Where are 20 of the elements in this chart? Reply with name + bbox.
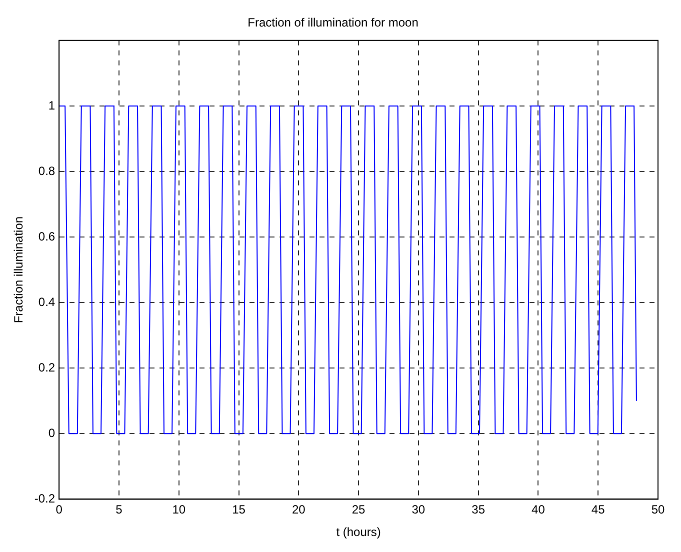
x-tick-label: 40 xyxy=(532,502,546,517)
y-tick-label: 0.4 xyxy=(38,294,56,309)
x-tick-label: 20 xyxy=(292,502,306,517)
x-tick-label: 45 xyxy=(591,502,606,517)
x-tick-label: 30 xyxy=(412,502,426,517)
x-tick-label: 25 xyxy=(352,502,366,517)
x-tick-label: 50 xyxy=(651,502,665,517)
chart-title: Fraction of illumination for moon xyxy=(248,16,418,30)
y-tick-label: 1 xyxy=(48,98,56,112)
y-axis-title: Fraction illumination xyxy=(12,216,26,324)
y-tick-label: 0.8 xyxy=(38,164,56,178)
y-tick-label: -0.2 xyxy=(34,492,56,506)
x-tick-label: 5 xyxy=(116,502,123,517)
x-tick-label: 15 xyxy=(232,502,246,517)
y-tick-label: 0.6 xyxy=(38,229,56,244)
x-axis-title: t (hours) xyxy=(336,525,381,540)
x-tick-label: 10 xyxy=(172,502,186,517)
x-tick-label: 35 xyxy=(472,502,486,517)
y-tick-label: 0 xyxy=(48,426,56,440)
y-tick-label: 0.2 xyxy=(38,360,56,374)
